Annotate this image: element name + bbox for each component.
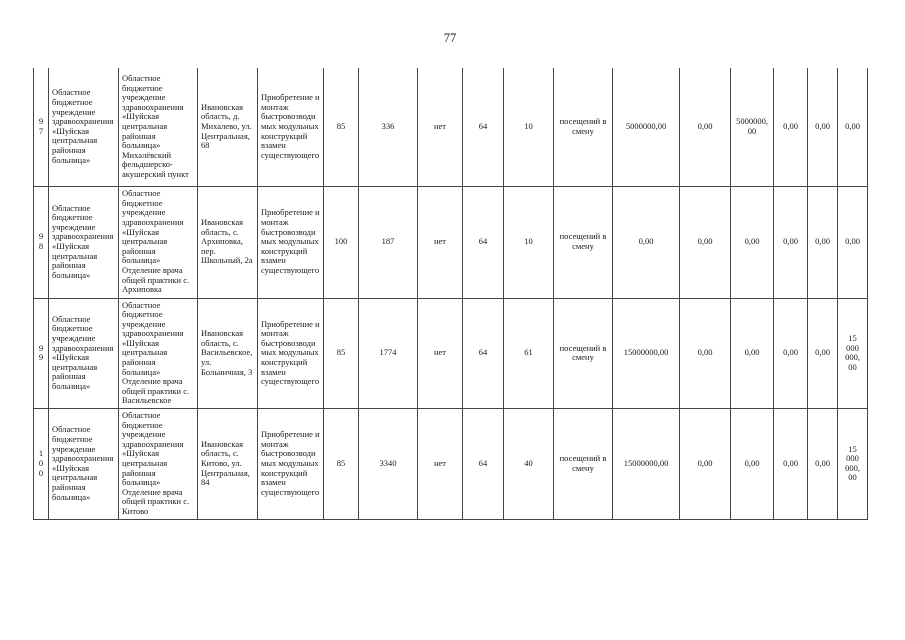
table-row: 97 Областное бюджетное учреждение здраво… <box>33 68 868 187</box>
table-body: 97 Областное бюджетное учреждение здраво… <box>33 68 868 520</box>
amount-2-cell: 0,00 <box>679 185 731 299</box>
row-number-cell: 100 <box>33 408 49 520</box>
row-number-cell: 98 <box>33 185 49 299</box>
table-row: 100 Областное бюджетное учреждение здрав… <box>33 408 868 520</box>
amount-6-cell: 15 000 000, 00 <box>837 408 868 520</box>
amount-6-cell: 0,00 <box>837 185 868 299</box>
org-name-cell: Областное бюджетное учреждение здравоохр… <box>48 185 119 299</box>
address-cell: Ивановская область, д. Михалево, ул. Цен… <box>197 68 258 187</box>
amount-2-cell: 0,00 <box>679 68 731 187</box>
num-value-5-cell: 10 <box>503 185 554 299</box>
num-value-4-cell: 64 <box>462 185 504 299</box>
unit-cell: посещений в смену <box>553 297 613 410</box>
table-row: 98 Областное бюджетное учреждение здраво… <box>33 185 868 299</box>
work-type-cell: Приобретение и монтаж быстровозводимых м… <box>257 185 324 299</box>
num-value-1-cell: 100 <box>323 185 359 299</box>
num-value-2-cell: 336 <box>358 68 418 187</box>
amount-1-cell: 15000000,00 <box>612 408 680 520</box>
org-name-cell: Областное бюджетное учреждение здравоохр… <box>48 408 119 520</box>
page-number: 77 <box>443 31 457 45</box>
num-value-3-cell: нет <box>417 68 463 187</box>
num-value-2-cell: 187 <box>358 185 418 299</box>
facility-name-cell: Областное бюджетное учреждение здравоохр… <box>118 185 198 299</box>
num-value-5-cell: 61 <box>503 297 554 410</box>
amount-3-cell: 5000000,00 <box>730 68 774 187</box>
unit-cell: посещений в смену <box>553 408 613 520</box>
facility-name-cell: Областное бюджетное учреждение здравоохр… <box>118 297 198 410</box>
amount-5-cell: 0,00 <box>807 185 838 299</box>
num-value-3-cell: нет <box>417 297 463 410</box>
address-cell: Ивановская область, с. Васильевское, ул.… <box>197 297 258 410</box>
amount-4-cell: 0,00 <box>773 185 808 299</box>
amount-2-cell: 0,00 <box>679 408 731 520</box>
num-value-3-cell: нет <box>417 408 463 520</box>
num-value-4-cell: 64 <box>462 68 504 187</box>
num-value-1-cell: 85 <box>323 408 359 520</box>
num-value-5-cell: 10 <box>503 68 554 187</box>
amount-3-cell: 0,00 <box>730 408 774 520</box>
amount-1-cell: 15000000,00 <box>612 297 680 410</box>
num-value-1-cell: 85 <box>323 68 359 187</box>
facilities-table: 97 Областное бюджетное учреждение здраво… <box>33 68 868 520</box>
unit-cell: посещений в смену <box>553 68 613 187</box>
unit-cell: посещений в смену <box>553 185 613 299</box>
address-cell: Ивановская область, с. Архиповка, пер. Ш… <box>197 185 258 299</box>
num-value-4-cell: 64 <box>462 297 504 410</box>
work-type-cell: Приобретение и монтаж быстровозводимых м… <box>257 408 324 520</box>
amount-6-cell: 0,00 <box>837 68 868 187</box>
table-row: 99 Областное бюджетное учреждение здраво… <box>33 297 868 410</box>
amount-2-cell: 0,00 <box>679 297 731 410</box>
amount-5-cell: 0,00 <box>807 297 838 410</box>
num-value-2-cell: 3340 <box>358 408 418 520</box>
amount-6-cell: 15 000 000, 00 <box>837 297 868 410</box>
org-name-cell: Областное бюджетное учреждение здравоохр… <box>48 297 119 410</box>
amount-3-cell: 0,00 <box>730 297 774 410</box>
facility-name-cell: Областное бюджетное учреждение здравоохр… <box>118 408 198 520</box>
work-type-cell: Приобретение и монтаж быстровозводимых м… <box>257 297 324 410</box>
row-number-cell: 97 <box>33 68 49 187</box>
amount-3-cell: 0,00 <box>730 185 774 299</box>
num-value-1-cell: 85 <box>323 297 359 410</box>
amount-5-cell: 0,00 <box>807 408 838 520</box>
amount-1-cell: 5000000,00 <box>612 68 680 187</box>
amount-4-cell: 0,00 <box>773 297 808 410</box>
row-number-cell: 99 <box>33 297 49 410</box>
work-type-cell: Приобретение и монтаж быстровозводимых м… <box>257 68 324 187</box>
amount-4-cell: 0,00 <box>773 68 808 187</box>
facility-name-cell: Областное бюджетное учреждение здравоохр… <box>118 68 198 187</box>
amount-5-cell: 0,00 <box>807 68 838 187</box>
amount-1-cell: 0,00 <box>612 185 680 299</box>
num-value-2-cell: 1774 <box>358 297 418 410</box>
num-value-3-cell: нет <box>417 185 463 299</box>
num-value-4-cell: 64 <box>462 408 504 520</box>
num-value-5-cell: 40 <box>503 408 554 520</box>
org-name-cell: Областное бюджетное учреждение здравоохр… <box>48 68 119 187</box>
amount-4-cell: 0,00 <box>773 408 808 520</box>
address-cell: Ивановская область, с. Китово, ул. Центр… <box>197 408 258 520</box>
